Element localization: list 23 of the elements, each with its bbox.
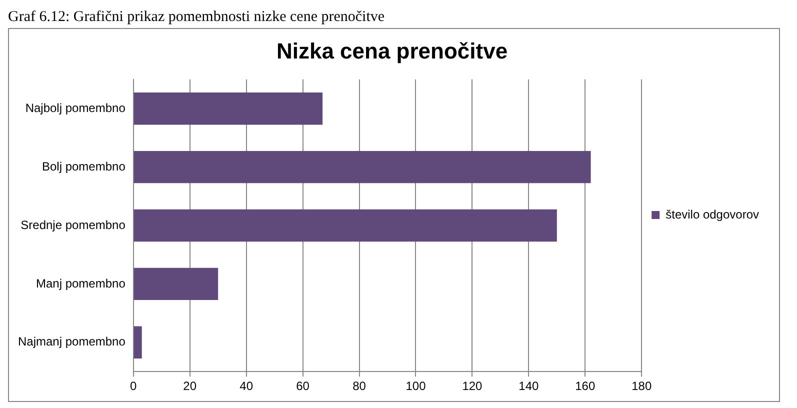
bar: [134, 326, 142, 358]
x-tick-label: 80: [352, 379, 366, 394]
chart-title: Nizka cena prenočitve: [276, 38, 508, 64]
x-tick-label: 140: [518, 379, 540, 394]
x-tick-label: 20: [183, 379, 197, 394]
x-tick-label: 160: [575, 379, 596, 394]
y-tick-label: Srednje pomembno: [20, 218, 126, 232]
text: Graf 6.12: Grafični prikaz pomembnosti nizke cene prenočitve: [8, 8, 386, 26]
y-tick-label: Najbolj pomembno: [25, 100, 126, 115]
x-tick-label: 0: [130, 379, 138, 394]
bar: [134, 150, 591, 184]
x-tick-label: 60: [296, 379, 310, 394]
x-tick-label: 120: [462, 379, 483, 394]
y-tick-label: Najmanj pomembno: [18, 334, 126, 349]
bar: [134, 92, 323, 125]
x-tick-label: 180: [632, 379, 652, 394]
legend-label: število odgovorov: [666, 207, 760, 222]
x-tick-label: 40: [240, 379, 254, 394]
x-tick-label: 100: [406, 379, 426, 394]
bar: [134, 209, 557, 242]
y-tick-label: Bolj pomembno: [42, 159, 126, 174]
y-tick-label: Manj pomembno: [36, 276, 126, 290]
bar: [134, 268, 218, 300]
